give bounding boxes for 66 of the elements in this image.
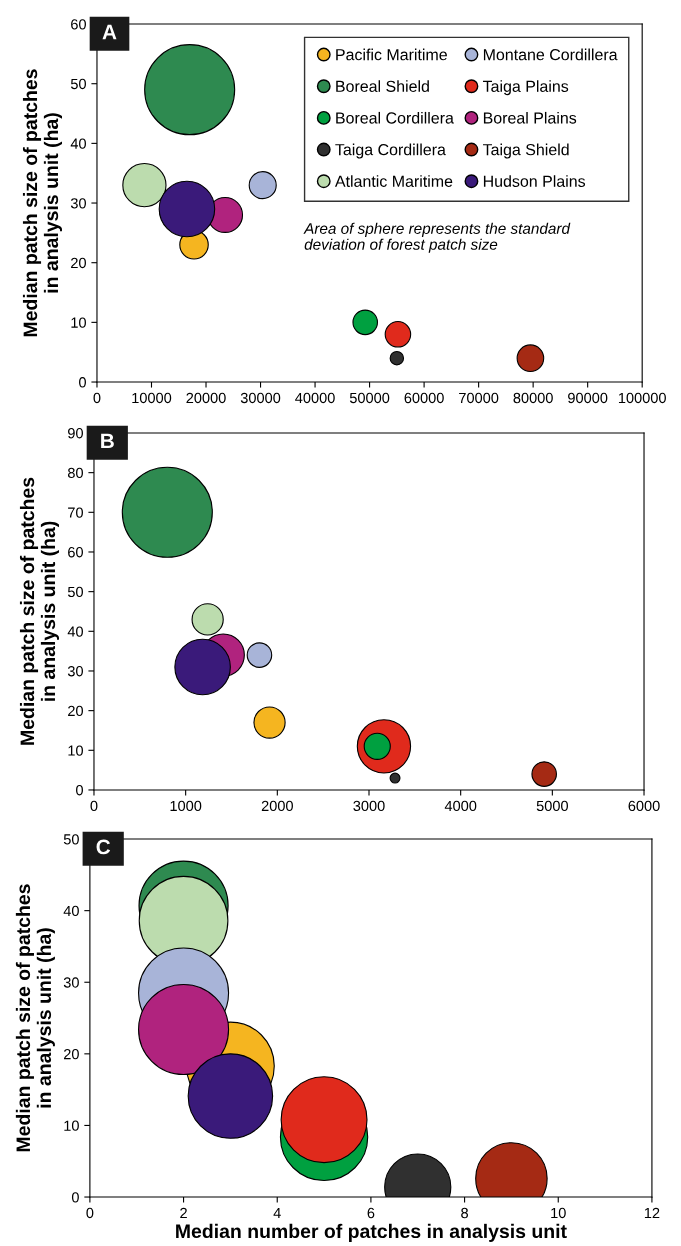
chart-title: B	[101, 433, 114, 449]
legend-label: Montane Cordillera	[483, 48, 618, 61]
y-tick-label: 60	[68, 547, 83, 558]
y-tick-label: 10	[71, 317, 86, 328]
x-tick-label: 10	[551, 1207, 566, 1219]
y-tick-label: 40	[70, 138, 86, 149]
y-tick-label: 20	[63, 1048, 79, 1060]
y-tick-label: 0	[79, 377, 86, 388]
y-axis-title: Median patch size of patches in analysis unit (ha)	[15, 884, 55, 1152]
y-axis-title: Median patch size of patches in analysis unit (ha)	[22, 69, 62, 337]
x-tick-label: 5000	[536, 800, 568, 812]
legend-label: Boreal Cordillera	[336, 111, 454, 124]
x-tick-label: 10000	[132, 392, 172, 404]
x-axis-title: Median number of patches in analysis unit	[176, 1223, 567, 1242]
x-tick-label: 60000	[404, 392, 444, 404]
y-tick-label: 50	[63, 834, 79, 845]
x-tick-label: 40000	[295, 392, 335, 404]
y-tick-label: 40	[67, 626, 83, 637]
y-tick-label: 40	[63, 905, 79, 917]
y-tick-label: 20	[68, 705, 83, 717]
x-tick-label: 70000	[459, 392, 499, 404]
y-axis-title: Median patch size of patches in analysis unit (ha)	[19, 477, 60, 745]
y-tick-label: 60	[71, 19, 86, 30]
x-tick-label: 6000	[628, 800, 660, 812]
y-tick-label: 80	[67, 467, 83, 479]
x-tick-label: 30000	[240, 392, 281, 404]
x-tick-label: 2	[180, 1207, 187, 1219]
x-tick-label: 3000	[353, 800, 385, 812]
x-tick-label: 20000	[186, 392, 226, 404]
legend-label: Hudson Plains	[483, 175, 586, 187]
x-tick-label: 80000	[513, 392, 553, 404]
legend-label: Boreal Plains	[483, 111, 577, 124]
x-tick-label: 0	[93, 392, 101, 404]
x-tick-label: 4000	[444, 800, 477, 812]
legend-label: Atlantic Maritime	[334, 175, 453, 187]
x-tick-label: 0	[90, 800, 98, 812]
legend-label: Taiga Plains	[482, 80, 569, 96]
y-tick-label: 30	[67, 666, 83, 677]
y-tick-label: 30	[70, 198, 86, 209]
legend-label: Taiga Shield	[482, 143, 569, 159]
y-tick-label: 50	[67, 586, 83, 598]
x-tick-label: 12	[644, 1207, 660, 1219]
y-tick-label: 30	[63, 977, 79, 988]
x-tick-label: 4	[273, 1207, 281, 1219]
y-tick-label: 0	[71, 1192, 79, 1203]
legend-label: Boreal Shield	[336, 80, 429, 92]
y-tick-label: 90	[68, 428, 83, 439]
x-tick-label: 2000	[261, 800, 293, 812]
x-tick-label: 90000	[568, 392, 608, 404]
y-tick-label: 10	[68, 745, 83, 756]
y-tick-label: 70	[68, 507, 83, 518]
x-tick-label: 1000	[170, 800, 202, 812]
x-tick-label: 100000	[618, 392, 666, 404]
chart-title: A	[102, 24, 117, 40]
y-tick-label: 50	[70, 78, 86, 90]
x-tick-label: 0	[86, 1207, 94, 1219]
y-tick-label: 20	[71, 257, 86, 269]
y-tick-label: 0	[76, 785, 83, 796]
x-tick-label: 6	[367, 1207, 375, 1219]
chart-title: C	[96, 839, 111, 855]
annotation: Area of sphere represents the standard deviation of forest patch size	[303, 222, 571, 253]
x-tick-label: 8	[461, 1207, 468, 1219]
legend-label: Taiga Cordillera	[335, 143, 446, 159]
y-tick-label: 10	[64, 1120, 79, 1131]
legend-label: Pacific Maritime	[336, 48, 447, 61]
x-tick-label: 50000	[349, 392, 390, 404]
